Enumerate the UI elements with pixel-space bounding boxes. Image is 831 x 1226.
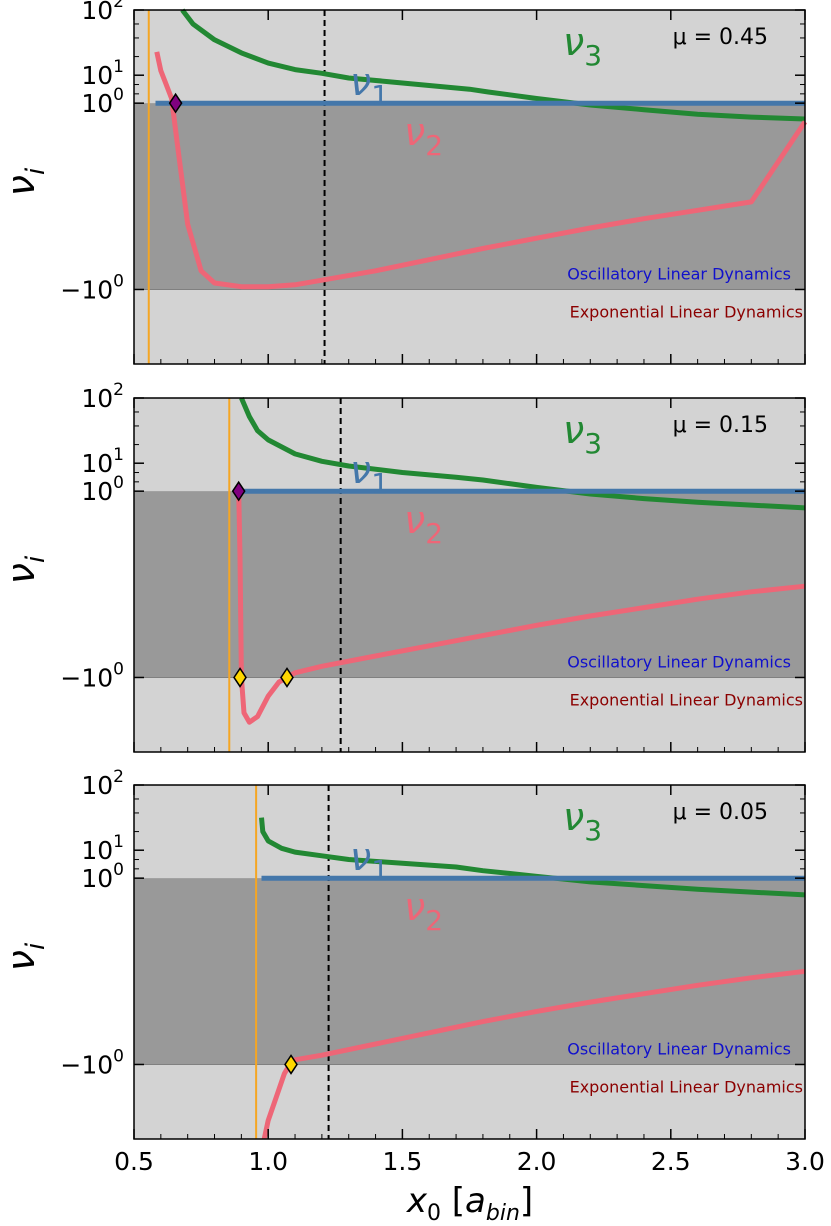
transition-marker [168,92,183,114]
y-tick-label: 102 [81,0,124,25]
x-tick-label: 2.0 [517,1147,557,1176]
nu3-label: ν3 [563,20,602,72]
x-tick-label: 3.0 [785,1147,825,1176]
y-tick-label: 100 [81,85,124,118]
nu2-label: ν2 [404,885,443,937]
x-tick-label: 0.5 [114,1147,154,1176]
plot-frame [133,784,806,1140]
nu2-line [261,968,806,1140]
y-tick-label: 102 [81,767,124,800]
y-tick-label: 101 [81,832,124,865]
x-tick-label: 2.5 [651,1147,691,1176]
y-tick-label: 100 [81,473,124,506]
y-tick-label: −100 [60,271,124,304]
nu3-label: ν3 [563,408,602,460]
mu-label: μ = 0.15 [673,413,768,438]
panel-mu-015: Oscillatory Linear Dynamics Exponential L… [0,380,806,753]
x-tick-label: 1.5 [383,1147,423,1176]
y-tick-label: −100 [60,659,124,692]
plot-frame [133,9,806,365]
nu3-line [239,397,806,511]
mu-label: μ = 0.05 [673,800,768,825]
nu3-line [180,8,806,122]
x-tick-labels: 0.5 1.0 1.5 2.0 2.5 3.0 [114,1147,825,1176]
y-axis-label: νi [0,942,51,971]
exponential-label: Exponential Linear Dynamics [570,1077,803,1096]
y-tick-label: 102 [81,380,124,413]
oscillatory-region [134,103,805,290]
transition-marker [280,667,294,688]
y-tick-label: 101 [81,57,124,90]
panel-mu-045: Oscillatory Linear Dynamics Exponential L… [0,0,808,365]
nu3-line [259,817,806,898]
nu2-label: ν2 [404,498,443,550]
nu1-label: ν1 [350,448,389,500]
nu2-line [236,491,806,725]
nu1-label: ν1 [350,60,389,112]
nu2-line [154,51,808,290]
y-tick-label: −100 [60,1046,124,1079]
oscillatory-region [134,491,805,678]
nu1-label: ν1 [350,835,389,887]
nu2-label: ν2 [404,110,443,162]
exponential-label: Exponential Linear Dynamics [570,302,803,321]
mu-label: μ = 0.45 [673,25,768,50]
transition-marker [231,480,246,502]
x-axis-label: x0 [abin] [406,1181,533,1226]
panel-mu-005: Oscillatory Linear Dynamics Exponential L… [0,767,806,1140]
nu3-label: ν3 [563,795,602,847]
y-tick-label: 101 [81,445,124,478]
oscillatory-region [134,878,805,1065]
y-axis-label: νi [0,555,51,584]
x-tick-label: 1.0 [248,1147,288,1176]
transition-marker [233,667,247,688]
transition-marker [284,1054,298,1075]
oscillatory-label: Oscillatory Linear Dynamics [567,1039,791,1058]
plot-frame [133,397,806,753]
exponential-label: Exponential Linear Dynamics [570,690,803,709]
y-axis-label: νi [0,167,51,196]
oscillatory-label: Oscillatory Linear Dynamics [567,652,791,671]
oscillatory-label: Oscillatory Linear Dynamics [567,264,791,283]
y-tick-label: 100 [81,860,124,893]
